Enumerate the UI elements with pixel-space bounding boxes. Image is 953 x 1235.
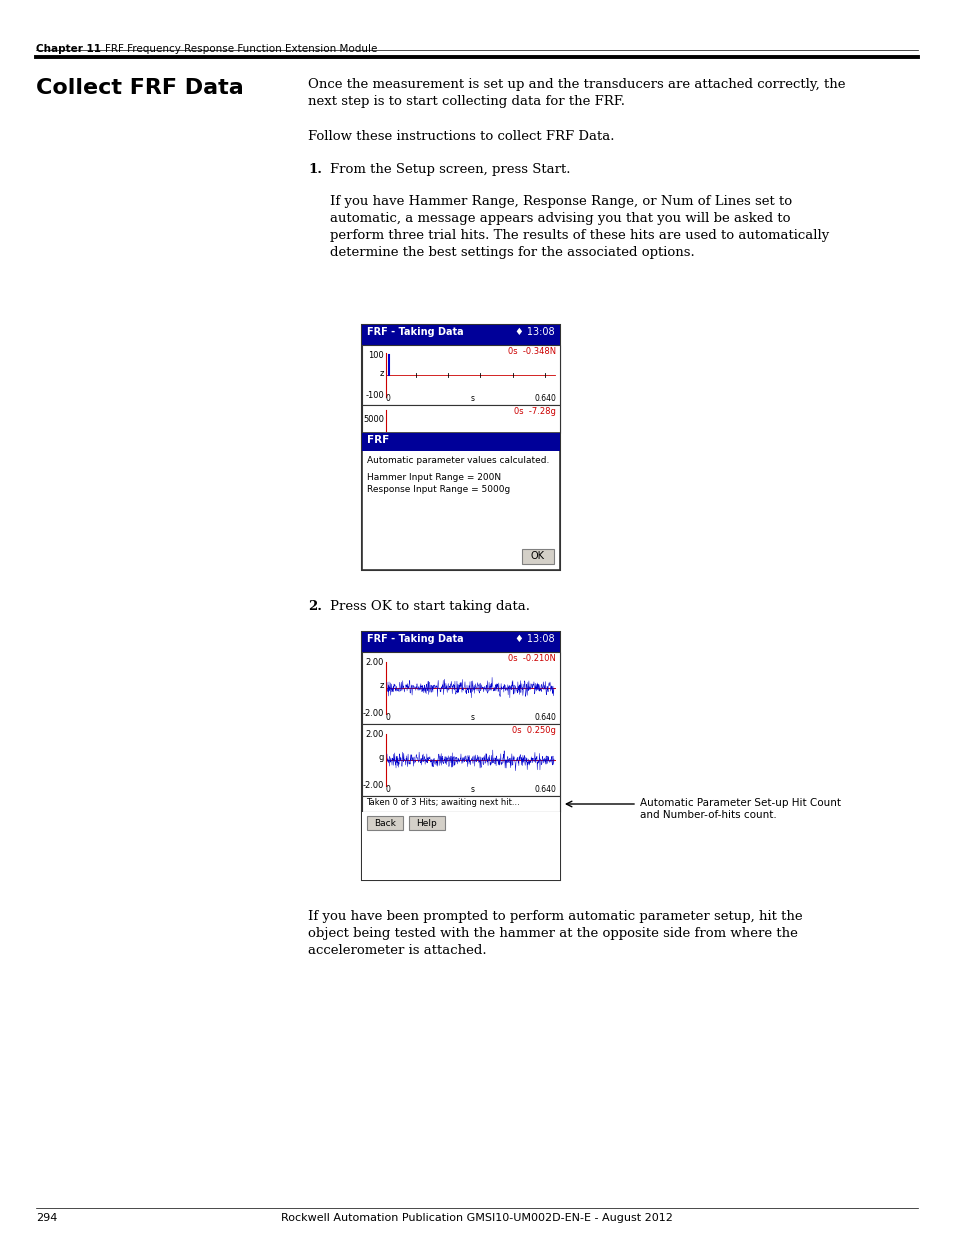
Bar: [361, 345, 559, 405]
Bar: [361, 433, 559, 571]
Text: 0s  0.250g: 0s 0.250g: [512, 726, 556, 735]
Text: If you have Hammer Range, Response Range, or Num of Lines set to: If you have Hammer Range, Response Range…: [330, 195, 791, 207]
Bar: [361, 632, 559, 652]
Text: accelerometer is attached.: accelerometer is attached.: [308, 944, 486, 957]
Text: 2.00: 2.00: [365, 730, 384, 739]
Text: Response Input Range = 5000g: Response Input Range = 5000g: [367, 485, 510, 494]
Bar: [361, 797, 559, 811]
Text: Help: Help: [416, 819, 436, 827]
Text: 1.: 1.: [308, 163, 322, 177]
Text: FRF - Taking Data: FRF - Taking Data: [367, 634, 463, 643]
Text: Once the measurement is set up and the transducers are attached correctly, the: Once the measurement is set up and the t…: [308, 78, 844, 91]
Text: 294: 294: [36, 1213, 57, 1223]
Text: Taken 0 of 3 Hits; awaiting next hit...: Taken 0 of 3 Hits; awaiting next hit...: [366, 798, 519, 806]
Text: Automatic parameter values calculated.: Automatic parameter values calculated.: [367, 456, 549, 466]
Text: From the Setup screen, press Start.: From the Setup screen, press Start.: [330, 163, 570, 177]
Text: ♦ 13:08: ♦ 13:08: [515, 634, 555, 643]
Text: 0: 0: [386, 394, 391, 403]
Text: Press OK to start taking data.: Press OK to start taking data.: [330, 600, 530, 613]
Bar: [361, 325, 559, 345]
Text: s: s: [471, 713, 475, 722]
Text: Follow these instructions to collect FRF Data.: Follow these instructions to collect FRF…: [308, 130, 614, 143]
Text: -2.00: -2.00: [362, 709, 384, 719]
Text: -2.00: -2.00: [362, 782, 384, 790]
Bar: [361, 405, 559, 433]
Text: 0: 0: [386, 713, 391, 722]
Text: -100: -100: [365, 390, 384, 399]
Text: 0s  -0.210N: 0s -0.210N: [508, 655, 556, 663]
Text: If you have been prompted to perform automatic parameter setup, hit the: If you have been prompted to perform aut…: [308, 910, 801, 923]
Text: s: s: [471, 785, 475, 794]
Bar: [361, 811, 559, 881]
Text: Automatic Parameter Set-up Hit Count: Automatic Parameter Set-up Hit Count: [639, 798, 841, 808]
Text: 0s  -7.28g: 0s -7.28g: [514, 408, 556, 416]
Text: FRF Frequency Response Function Extension Module: FRF Frequency Response Function Extensio…: [105, 44, 377, 54]
Bar: [361, 632, 559, 881]
Text: and Number-of-hits count.: and Number-of-hits count.: [639, 810, 776, 820]
Text: 0.640: 0.640: [534, 713, 556, 722]
Text: 0s  -0.348N: 0s -0.348N: [507, 347, 556, 356]
Text: 0: 0: [386, 785, 391, 794]
Text: 2.00: 2.00: [365, 658, 384, 667]
Bar: [409, 816, 444, 830]
Text: Chapter 11: Chapter 11: [36, 44, 101, 54]
Bar: [361, 325, 559, 571]
Text: automatic, a message appears advising you that you will be asked to: automatic, a message appears advising yo…: [330, 212, 790, 225]
Bar: [361, 433, 559, 451]
Text: 100: 100: [368, 351, 384, 359]
Text: OK: OK: [531, 551, 544, 561]
Text: Rockwell Automation Publication GMSI10-UM002D-EN-E - August 2012: Rockwell Automation Publication GMSI10-U…: [281, 1213, 672, 1223]
Text: 5000: 5000: [363, 415, 384, 424]
Text: Back: Back: [374, 819, 395, 827]
Text: determine the best settings for the associated options.: determine the best settings for the asso…: [330, 246, 694, 259]
Text: s: s: [471, 394, 475, 403]
Text: z: z: [379, 368, 384, 378]
Text: 0.640: 0.640: [534, 394, 556, 403]
Text: Hammer Input Range = 200N: Hammer Input Range = 200N: [367, 473, 500, 482]
Text: perform three trial hits. The results of these hits are used to automatically: perform three trial hits. The results of…: [330, 228, 828, 242]
Text: FRF: FRF: [367, 435, 389, 445]
Text: object being tested with the hammer at the opposite side from where the: object being tested with the hammer at t…: [308, 927, 797, 940]
Text: next step is to start collecting data for the FRF.: next step is to start collecting data fo…: [308, 95, 624, 107]
Text: g: g: [378, 753, 384, 762]
Text: z: z: [379, 682, 384, 690]
Text: 0.640: 0.640: [534, 785, 556, 794]
Bar: [367, 816, 402, 830]
Bar: [521, 550, 554, 564]
Text: FRF - Taking Data: FRF - Taking Data: [367, 327, 463, 337]
Text: Collect FRF Data: Collect FRF Data: [36, 78, 244, 98]
Text: ♦ 13:08: ♦ 13:08: [515, 327, 555, 337]
Text: 2.: 2.: [308, 600, 322, 613]
Bar: [361, 724, 559, 797]
Bar: [361, 652, 559, 724]
